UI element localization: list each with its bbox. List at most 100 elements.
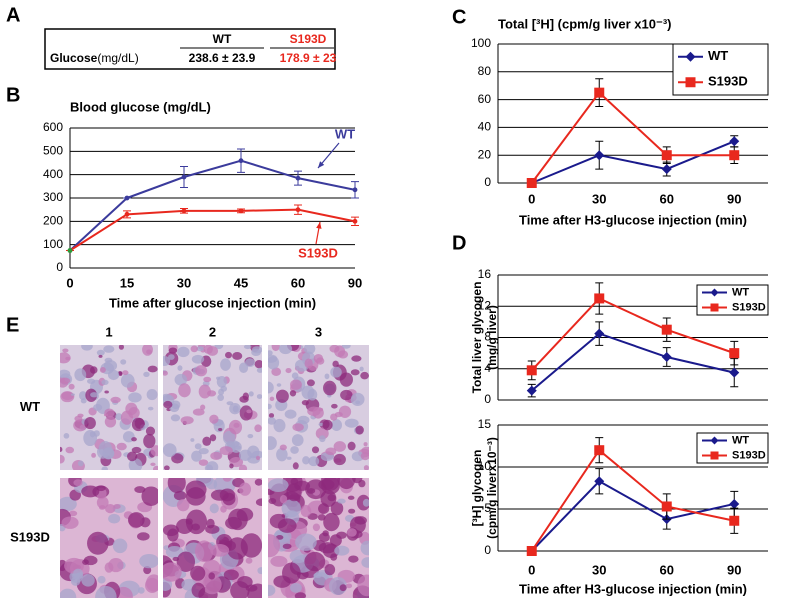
cell <box>292 462 299 470</box>
cell <box>282 562 301 584</box>
y-tick-label: 40 <box>478 120 492 134</box>
micrograph <box>60 345 158 470</box>
cell <box>254 424 262 433</box>
x-tick-label: 90 <box>348 275 362 290</box>
y-tick-label: 80 <box>478 64 492 78</box>
legend-box <box>696 432 769 464</box>
cell <box>291 434 304 447</box>
cell <box>339 584 347 592</box>
cell <box>361 557 369 568</box>
y-tick-label: 100 <box>43 237 63 251</box>
cell <box>167 478 186 494</box>
cell <box>306 488 316 494</box>
cell <box>137 587 145 594</box>
cell <box>167 528 179 542</box>
cell <box>290 582 302 593</box>
cell <box>340 389 353 401</box>
cell <box>337 498 346 504</box>
cell <box>337 350 349 359</box>
cell <box>312 523 321 532</box>
cell <box>191 450 202 462</box>
cell <box>65 446 75 454</box>
cell <box>239 482 252 496</box>
cell <box>254 360 262 369</box>
cell <box>316 357 325 365</box>
cell <box>103 345 115 353</box>
cell <box>73 479 83 487</box>
cell <box>234 445 241 450</box>
cell <box>308 456 320 467</box>
cell <box>232 405 239 413</box>
x-tick-label: 90 <box>727 191 741 206</box>
cell <box>96 485 106 492</box>
x-axis-label: Time after glucose injection (min) <box>109 295 316 310</box>
legend-label: WT <box>708 48 728 63</box>
cell <box>60 496 77 512</box>
column-label: 1 <box>105 324 112 339</box>
cell <box>330 553 338 561</box>
series-line <box>69 159 356 252</box>
marker <box>661 164 672 175</box>
cell <box>206 346 219 356</box>
cell <box>163 370 168 376</box>
marker <box>685 77 696 88</box>
cell <box>284 409 297 419</box>
y-tick-label: 60 <box>478 92 492 106</box>
row-label: S193D <box>10 529 50 544</box>
x-tick-label: 90 <box>727 562 741 577</box>
cell <box>170 414 181 422</box>
cell <box>222 492 236 506</box>
cell <box>220 358 231 371</box>
cell <box>275 389 289 403</box>
cell <box>269 396 275 401</box>
cell <box>268 403 272 410</box>
cell <box>341 345 351 349</box>
cell <box>120 373 135 388</box>
cell <box>329 534 342 547</box>
cell <box>295 533 317 551</box>
cell <box>70 393 75 396</box>
cell <box>239 362 249 373</box>
cell <box>338 405 352 418</box>
cell <box>217 394 224 401</box>
cell <box>324 373 330 380</box>
cell <box>185 480 207 499</box>
marker <box>594 150 605 161</box>
x-tick-label: 60 <box>660 562 674 577</box>
cell <box>99 505 106 510</box>
cell <box>137 532 150 541</box>
y-tick-label: 300 <box>43 190 63 204</box>
series-line <box>531 332 735 392</box>
marker <box>661 150 672 161</box>
cell <box>108 557 124 573</box>
cell <box>127 451 138 462</box>
cell <box>200 404 206 411</box>
y-tick-label: 0 <box>484 175 491 189</box>
marker <box>526 365 537 376</box>
cell <box>225 351 232 359</box>
cell <box>79 391 87 401</box>
panel-label: D <box>452 232 466 254</box>
cell <box>307 406 321 416</box>
cell <box>74 368 87 382</box>
cell <box>127 512 145 528</box>
marker <box>661 352 672 363</box>
cell <box>171 453 184 464</box>
y-tick-label: 10 <box>478 459 492 473</box>
marker <box>661 324 672 335</box>
cell <box>278 345 293 355</box>
cell <box>268 436 277 451</box>
cell <box>128 392 142 403</box>
series-line <box>531 297 735 371</box>
cell <box>268 478 289 492</box>
cell <box>163 443 177 458</box>
cell <box>329 345 340 353</box>
micrograph-texture <box>268 478 369 598</box>
micrograph <box>268 478 369 598</box>
cell <box>63 433 70 439</box>
cell <box>90 392 98 398</box>
cell <box>218 427 223 432</box>
cell <box>268 584 276 596</box>
cell <box>251 346 262 354</box>
table-cell: 238.6 ± 23.9 <box>189 51 256 65</box>
